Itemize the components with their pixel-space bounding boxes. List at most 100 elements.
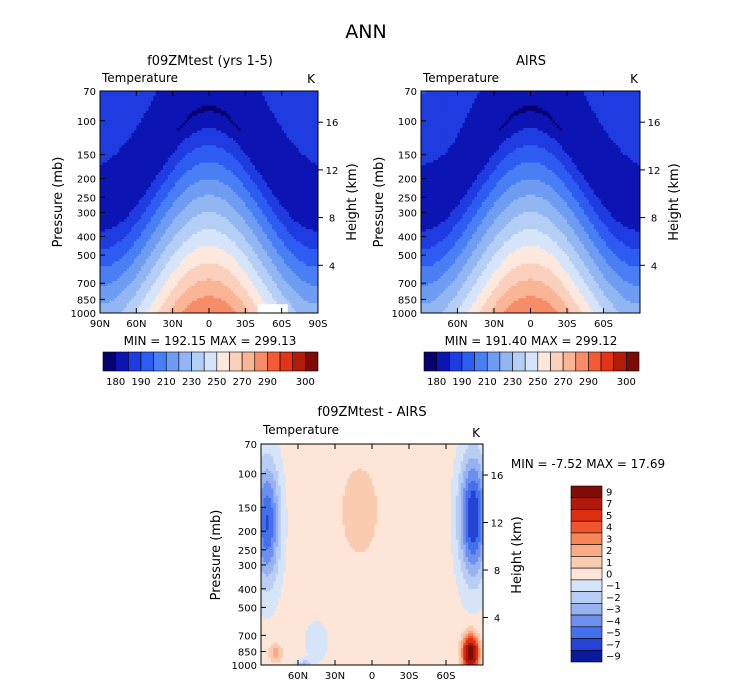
contour-cell <box>131 226 135 230</box>
contour-cell <box>194 184 198 188</box>
contour-cell <box>218 167 222 171</box>
contour-cell <box>121 199 125 203</box>
contour-cell <box>177 187 181 191</box>
contour-cell <box>112 280 116 284</box>
contour-cell <box>143 209 147 213</box>
contour-cell <box>150 246 154 250</box>
contour-cell <box>136 125 140 129</box>
contour-cell <box>141 177 145 181</box>
contour-cell <box>175 140 179 144</box>
contour-cell <box>143 184 147 188</box>
contour-cell <box>172 95 176 99</box>
contour-cell <box>133 160 137 164</box>
contour-cell <box>182 110 186 114</box>
contour-cell <box>177 276 181 280</box>
contour-cell <box>196 110 200 114</box>
contour-cell <box>165 241 169 245</box>
contour-cell <box>148 118 152 122</box>
contour-cell <box>162 128 166 132</box>
contour-cell <box>138 283 142 287</box>
contour-cell <box>172 113 176 117</box>
contour-cell <box>216 276 220 280</box>
contour-cell <box>165 142 169 146</box>
contour-cell <box>146 165 150 169</box>
contour-cell <box>131 290 135 294</box>
contour-cell <box>179 165 183 169</box>
contour-cell <box>216 293 220 297</box>
contour-cell <box>148 283 152 287</box>
contour-cell <box>199 142 203 146</box>
contour-cell <box>131 145 135 149</box>
contour-cell <box>187 100 191 104</box>
contour-cell <box>160 206 164 210</box>
contour-cell <box>143 182 147 186</box>
contour-cell <box>209 224 213 228</box>
contour-cell <box>131 246 135 250</box>
contour-cell <box>213 278 217 282</box>
contour-cell <box>192 293 196 297</box>
contour-cell <box>116 172 120 176</box>
contour-cell <box>175 258 179 262</box>
contour-cell <box>112 243 116 247</box>
contour-cell <box>172 224 176 228</box>
contour-cell <box>209 167 213 171</box>
contour-cell <box>153 251 157 255</box>
contour-cell <box>146 246 150 250</box>
contour-cell <box>170 100 174 104</box>
contour-cell <box>112 239 116 243</box>
contour-cell <box>162 256 166 260</box>
contour-cell <box>196 253 200 257</box>
contour-cell <box>211 132 215 136</box>
contour-cell <box>126 303 130 307</box>
contour-cell <box>182 108 186 112</box>
contour-cell <box>223 236 227 240</box>
contour-cell <box>119 192 123 196</box>
contour-cell <box>146 132 150 136</box>
contour-cell <box>104 278 108 282</box>
contour-cell <box>160 258 164 262</box>
contour-cell <box>216 248 220 252</box>
contour-cell <box>119 145 123 149</box>
contour-cell <box>107 224 111 228</box>
contour-cell <box>160 128 164 132</box>
contour-cell <box>165 308 169 312</box>
contour-cell <box>138 197 142 201</box>
contour-cell <box>100 105 104 109</box>
contour-cell <box>114 211 118 215</box>
contour-cell <box>179 278 183 282</box>
contour-cell <box>177 167 181 171</box>
contour-cell <box>211 152 215 156</box>
contour-cell <box>133 130 137 134</box>
contour-cell <box>153 199 157 203</box>
contour-cell <box>182 177 186 181</box>
contour-cell <box>177 204 181 208</box>
contour-cell <box>148 132 152 136</box>
contour-cell <box>170 288 174 292</box>
contour-cell <box>209 221 213 225</box>
contour-cell <box>175 194 179 198</box>
contour-cell <box>177 120 181 124</box>
contour-cell <box>138 105 142 109</box>
contour-cell <box>102 95 106 99</box>
contour-cell <box>100 167 104 171</box>
contour-cell <box>172 165 176 169</box>
contour-cell <box>221 177 225 181</box>
contour-cell <box>153 231 157 235</box>
contour-cell <box>170 160 174 164</box>
contour-cell <box>172 103 176 107</box>
contour-cell <box>189 140 193 144</box>
contour-cell <box>138 261 142 265</box>
contour-cell <box>209 308 213 312</box>
contour-cell <box>112 128 116 132</box>
contour-cell <box>107 162 111 166</box>
contour-cell <box>124 298 128 302</box>
contour-cell <box>218 236 222 240</box>
contour-cell <box>199 137 203 141</box>
contour-cell <box>189 288 193 292</box>
contour-cell <box>182 285 186 289</box>
contour-cell <box>158 177 162 181</box>
contour-cell <box>104 243 108 247</box>
contour-cell <box>129 100 133 104</box>
contour-cell <box>136 155 140 159</box>
contour-cell <box>175 234 179 238</box>
